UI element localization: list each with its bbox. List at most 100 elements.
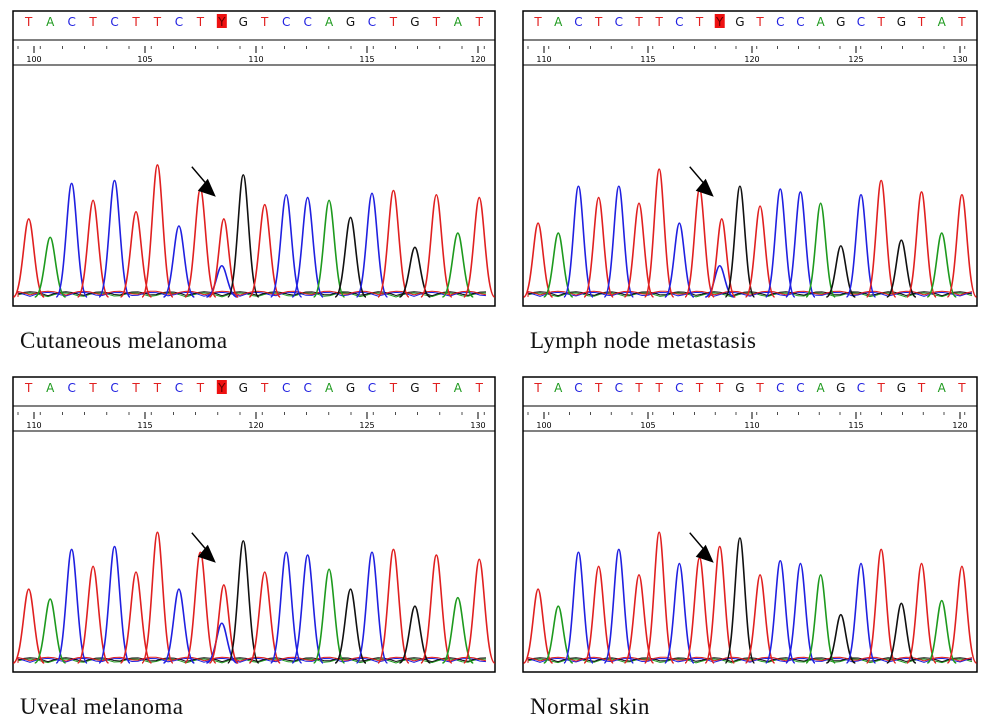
chromatogram-peak xyxy=(845,193,877,298)
chromatogram-peak xyxy=(522,588,554,664)
sequence-base: Y xyxy=(715,15,724,29)
chromatogram-peak xyxy=(377,548,410,664)
sequence-base: T xyxy=(715,381,724,395)
chromatogram-peak xyxy=(141,164,174,298)
chromatogram-peak xyxy=(522,222,554,298)
chromatogram-peak xyxy=(542,232,574,298)
sequence-base: A xyxy=(938,381,947,395)
sequence-base: C xyxy=(615,381,623,395)
sequence-base: A xyxy=(325,15,334,29)
chromatogram-peak xyxy=(643,168,675,298)
sequence-base: A xyxy=(325,381,334,395)
chromatogram-peak xyxy=(55,182,88,298)
sequence-base: A xyxy=(554,15,563,29)
chromatogram-peak xyxy=(583,565,614,664)
sequence-base: Y xyxy=(217,381,226,395)
baseline-noise-trace xyxy=(17,656,487,663)
chromatogram-peak xyxy=(227,174,260,298)
chromatogram-peak xyxy=(420,193,453,298)
chromatogram-peak xyxy=(825,613,856,664)
sequence-base: G xyxy=(239,15,248,29)
chromatogram-peak xyxy=(946,193,978,298)
chromatogram-peak xyxy=(744,205,776,298)
sequence-base: C xyxy=(574,381,582,395)
sequence-base: C xyxy=(282,15,290,29)
chromatogram-peak xyxy=(76,565,110,664)
chromatogram-peak xyxy=(886,602,917,664)
sequence-base: T xyxy=(389,381,398,395)
sequence-base: C xyxy=(675,381,683,395)
sequence-base: T xyxy=(957,381,966,395)
sequence-base: C xyxy=(110,381,118,395)
ruler-tick-label: 125 xyxy=(848,55,863,64)
ruler-tick-label: 115 xyxy=(359,55,374,64)
chromatogram-peak xyxy=(463,558,496,664)
chromatogram-peak xyxy=(184,551,217,664)
sequence-base: C xyxy=(675,15,683,29)
chromatogram-peak xyxy=(269,193,303,298)
sequence-base: C xyxy=(175,15,183,29)
sequence-base: T xyxy=(389,15,398,29)
ruler-tick-label: 115 xyxy=(137,421,152,430)
sequence-base: T xyxy=(131,381,140,395)
sequence-base: A xyxy=(554,381,563,395)
sequence-base: A xyxy=(454,15,463,29)
ambiguous-base-highlight xyxy=(216,380,227,394)
chromatogram-peak xyxy=(906,191,937,298)
chromatogram-peak xyxy=(399,246,431,298)
sequence-base: T xyxy=(634,15,643,29)
chromatogram-peak xyxy=(865,548,897,664)
chromatogram-peak xyxy=(946,565,978,664)
sequence-base: T xyxy=(153,15,162,29)
sequence-base: T xyxy=(695,381,704,395)
sequence-base: C xyxy=(110,15,118,29)
ruler-tick-label: 115 xyxy=(848,421,863,430)
ruler-tick-label: 120 xyxy=(744,55,759,64)
chromatogram-panel-normal-skin: T A C T C T T C T T G T C C A G C T G T A T 100 105 110 115 120 No… xyxy=(522,376,978,719)
chromatogram-peak xyxy=(926,599,958,664)
chromatogram-peak xyxy=(355,192,389,298)
chromatogram-peak xyxy=(563,185,594,298)
sequence-base: C xyxy=(368,381,376,395)
arrow-icon-head xyxy=(695,544,714,563)
baseline-noise-trace xyxy=(527,290,973,297)
ruler-tick-label: 120 xyxy=(248,421,263,430)
ruler-tick-label: 100 xyxy=(26,55,41,64)
sequence-base: T xyxy=(655,381,664,395)
ruler-tick-label: 110 xyxy=(744,421,759,430)
ambiguous-base-highlight xyxy=(216,14,227,28)
chromatogram-peak xyxy=(248,203,281,298)
chromatogram-panel-lymph-node: T A C T C T T C T Y G T C C A G C T G T A T 110 115 120 125 130 Ly… xyxy=(522,10,978,353)
chromatogram-peak xyxy=(291,554,324,664)
ruler-tick-label: 110 xyxy=(248,55,263,64)
chromatogram-peak xyxy=(724,537,756,664)
chromatogram-peak xyxy=(12,588,45,664)
sequence-base: C xyxy=(776,381,784,395)
sequence-base: C xyxy=(303,15,311,29)
sequence-base: T xyxy=(432,381,441,395)
chromatogram-peak xyxy=(98,179,131,298)
sequence-base: C xyxy=(303,381,311,395)
chromatogram-panel-uveal: T A C T C T T C T Y G T C C A G C T G T A T 110 115 120 125 130 Uv… xyxy=(12,376,496,719)
ruler-tick-label: 100 xyxy=(536,421,551,430)
chromatogram-peak xyxy=(399,605,431,664)
chromatogram-peak xyxy=(664,562,695,664)
chromatogram-peak xyxy=(603,185,635,298)
chromatogram-peak xyxy=(785,191,816,298)
sequence-base: T xyxy=(655,15,664,29)
sequence-base: T xyxy=(196,15,205,29)
chromatogram-peak xyxy=(227,540,260,664)
sequence-base: C xyxy=(574,15,582,29)
sequence-base: A xyxy=(454,381,463,395)
chromatogram-peak xyxy=(623,202,655,298)
sequence-base: G xyxy=(410,15,419,29)
sequence-base: C xyxy=(282,381,290,395)
sequence-base: T xyxy=(475,381,484,395)
chromatogram-peak xyxy=(162,588,196,664)
sequence-base: T xyxy=(755,15,764,29)
chromatogram-peak xyxy=(865,179,897,298)
sequence-base: T xyxy=(594,15,603,29)
sequence-base: G xyxy=(836,381,845,395)
